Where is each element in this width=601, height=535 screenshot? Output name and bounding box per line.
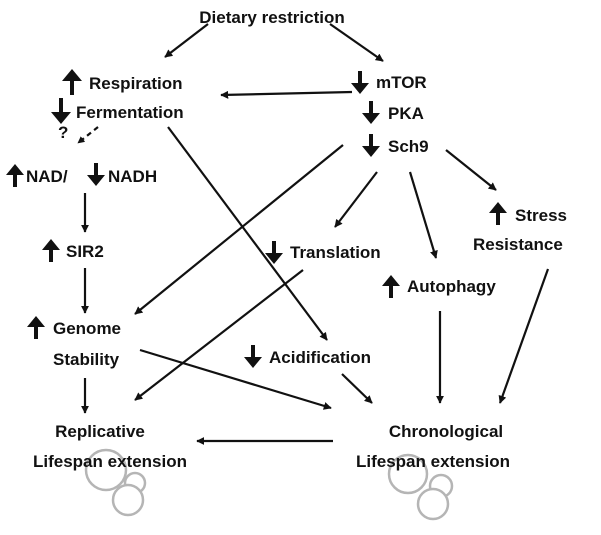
node-stress: Stress: [515, 206, 567, 225]
yeast-cells-left: [84, 448, 147, 517]
edge-acidification-to-chronological: [341, 373, 373, 404]
yeast-cell: [84, 448, 128, 492]
node-nad: NAD/: [26, 167, 68, 186]
edge-genome-to-chronological: [139, 348, 332, 410]
edge-dr-to-mtor: [329, 23, 384, 62]
up-arrow-icon: [489, 202, 507, 225]
edge-sch9-to-autophagy: [408, 171, 438, 259]
node-translation: Translation: [290, 243, 381, 262]
node-sch9: Sch9: [388, 137, 429, 156]
up-arrow-icon: [6, 164, 24, 187]
node-replicative: Replicative: [55, 422, 145, 441]
node-dietary-restriction: Dietary restriction: [199, 8, 345, 27]
up-arrow-icon: [27, 316, 45, 339]
down-arrow-icon: [244, 345, 262, 368]
up-arrow-icon: [382, 275, 400, 298]
node-chronological: Chronological: [389, 422, 503, 441]
up-arrow-icon: [62, 69, 82, 95]
yeast-cell: [416, 487, 450, 521]
edges: [77, 23, 550, 445]
node-nadh: NADH: [108, 167, 157, 186]
indicators: [6, 69, 507, 368]
edge-mtor-to-respiration: [220, 90, 353, 99]
edge-sch9-to-translation: [334, 171, 378, 228]
node-autophagy: Autophagy: [407, 277, 496, 296]
edge-sch9-to-stress: [445, 149, 497, 191]
edge-stress-to-chronological: [498, 268, 550, 404]
node-mtor: mTOR: [376, 73, 427, 92]
node-fermentation: Fermentation: [76, 103, 184, 122]
down-arrow-icon: [51, 98, 71, 124]
node-chronological-lifespan: Lifespan extension: [356, 452, 510, 471]
edge-sch9-to-genome: [134, 144, 344, 315]
node-acidification: Acidification: [269, 348, 371, 367]
node-sir2: SIR2: [66, 242, 104, 261]
edge-translation-to-replicative: [134, 269, 304, 401]
node-respiration: Respiration: [89, 74, 183, 93]
unknown-link-marker: ?: [58, 123, 68, 142]
node-genome-stability: Stability: [53, 350, 120, 369]
labels: Dietary restriction Respiration Fermenta…: [26, 8, 567, 471]
node-replicative-lifespan: Lifespan extension: [33, 452, 187, 471]
edge-fermentation-to-acidification: [167, 126, 328, 341]
yeast-cell: [111, 483, 145, 517]
node-stress-resistance: Resistance: [473, 235, 563, 254]
edge-dashed-to-nad: [77, 126, 99, 144]
down-arrow-icon: [265, 241, 283, 264]
yeast-cell: [387, 453, 429, 495]
down-arrow-icon: [362, 101, 380, 124]
up-arrow-icon: [42, 239, 60, 262]
down-arrow-icon: [362, 134, 380, 157]
node-pka: PKA: [388, 104, 424, 123]
node-genome: Genome: [53, 319, 121, 338]
down-arrow-icon: [351, 71, 369, 94]
yeast-cells-right: [387, 453, 454, 521]
edge-dr-to-respiration: [164, 23, 209, 58]
down-arrow-icon: [87, 163, 105, 186]
